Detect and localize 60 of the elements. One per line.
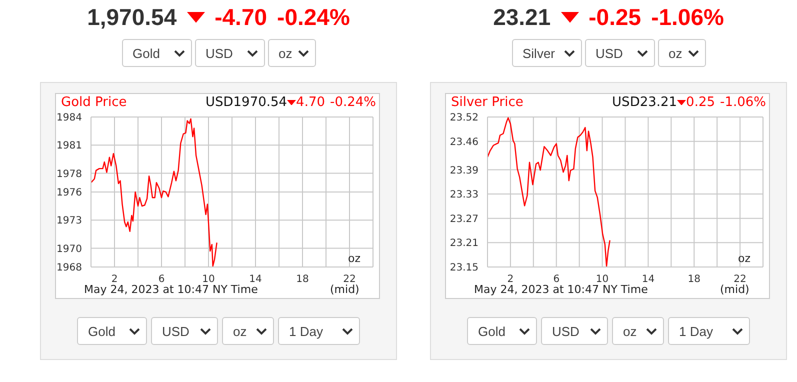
- y-tick-label: 1973: [56, 216, 82, 227]
- annotation: oz: [348, 252, 361, 265]
- text: USD23.21: [612, 95, 678, 110]
- x-tick-label: 22: [734, 274, 746, 286]
- y-tick-label: 1981: [56, 140, 82, 152]
- x-tick-label: 2: [507, 274, 514, 286]
- dropdown: Silver: [512, 39, 582, 67]
- text: -0.24%: [330, 95, 376, 110]
- x-tick-label: 14: [249, 274, 262, 286]
- x-tick-label: 2: [111, 274, 118, 286]
- y-tick-label: 1976: [56, 188, 82, 199]
- text: -1.06%: [720, 95, 766, 110]
- text: -0.24%: [277, 4, 350, 31]
- y-tick-label: 23.15: [450, 262, 478, 274]
- x-tick-label: 18: [688, 274, 700, 286]
- annotation: oz: [738, 252, 751, 265]
- dropdown: 1 Day: [668, 317, 750, 345]
- x-tick-label: 6: [553, 274, 560, 286]
- text: 0.25: [686, 95, 715, 110]
- y-tick-label: 1978: [56, 168, 82, 180]
- text: 1,970.54: [87, 4, 177, 31]
- text: (mid): [720, 283, 750, 296]
- x-tick-label: 6: [158, 274, 165, 286]
- x-tick-label: 10: [596, 274, 609, 286]
- dropdown: oz: [268, 39, 316, 67]
- text: -1.06%: [651, 4, 724, 31]
- text: -4.70: [214, 4, 268, 31]
- x-tick-label: 10: [202, 274, 215, 286]
- dropdown: USD: [151, 317, 218, 345]
- dropdown: oz: [612, 317, 664, 345]
- text: (mid): [330, 283, 360, 296]
- y-tick-label: 23.21: [450, 238, 478, 250]
- dropdown: USD: [584, 39, 654, 67]
- dropdown: Gold: [122, 39, 192, 67]
- dropdown: 1 Day: [278, 317, 360, 345]
- y-tick-label: 23.27: [450, 214, 478, 225]
- text: USD1970.54: [206, 95, 288, 110]
- y-tick-label: 1984: [56, 112, 82, 124]
- y-tick-label: 1968: [56, 262, 82, 274]
- text: 4.70: [296, 95, 325, 110]
- chart-title: Gold Price: [61, 95, 127, 110]
- dropdown: USD: [541, 317, 608, 345]
- text: 23.21: [493, 4, 551, 31]
- dropdown: Gold: [467, 317, 537, 345]
- text: May 24, 2023 at 10:47 NY Time: [474, 283, 648, 296]
- text: -0.25: [588, 4, 642, 31]
- x-tick-label: 18: [296, 274, 309, 286]
- dropdown: oz: [658, 39, 706, 67]
- dropdown: oz: [222, 317, 274, 345]
- x-tick-label: 14: [642, 274, 655, 286]
- y-tick-label: 23.52: [450, 112, 478, 124]
- text: May 24, 2023 at 10:47 NY Time: [84, 283, 258, 296]
- y-tick-label: 23.39: [450, 165, 478, 176]
- x-tick-label: 22: [343, 274, 356, 286]
- dropdown: USD: [194, 39, 264, 67]
- y-tick-label: 23.33: [450, 190, 478, 201]
- y-tick-label: 23.46: [450, 136, 478, 148]
- dropdown: Gold: [77, 317, 147, 345]
- y-tick-label: 1970: [56, 244, 82, 255]
- chart-title: Silver Price: [451, 95, 524, 110]
